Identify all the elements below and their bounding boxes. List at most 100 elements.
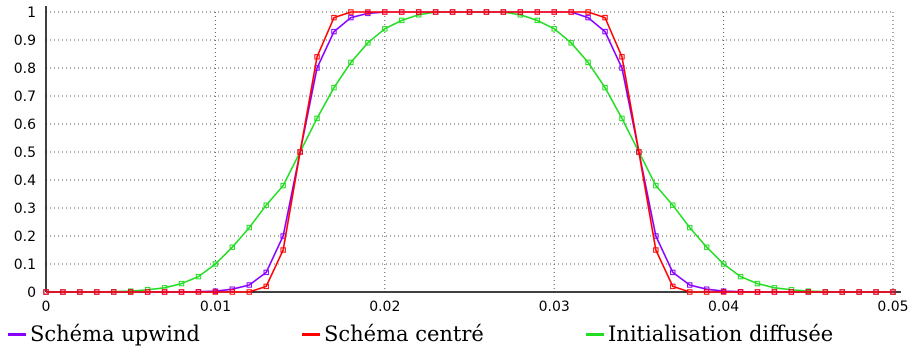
data-point-schema-centre — [822, 289, 828, 295]
data-point-schema-centre — [365, 9, 371, 15]
data-point-initialisation-diffusee — [619, 115, 625, 122]
legend-item-centre: Schéma centré — [302, 322, 484, 346]
data-point-schema-centre — [551, 9, 557, 15]
data-point-schema-centre — [212, 289, 219, 295]
data-point-schema-centre — [720, 289, 727, 295]
data-point-schema-centre — [585, 9, 591, 15]
data-point-initialisation-diffusee — [551, 26, 557, 32]
data-point-schema-centre — [415, 9, 422, 15]
series-line-schema-centre — [46, 11, 893, 293]
series-line-initialisation-diffusee — [46, 11, 893, 293]
data-point-initialisation-diffusee — [720, 261, 727, 267]
data-point-initialisation-diffusee — [178, 280, 185, 287]
y-tick-label: 0 — [27, 285, 36, 301]
data-point-schema-centre — [517, 9, 524, 15]
data-point-schema-centre — [399, 9, 405, 15]
data-point-schema-centre — [128, 289, 134, 295]
data-point-schema-centre — [568, 9, 574, 15]
data-point-schema-centre — [382, 9, 388, 15]
data-point-schema-centre — [449, 9, 456, 15]
data-point-initialisation-diffusee — [703, 244, 710, 250]
data-point-initialisation-diffusee — [754, 280, 761, 287]
data-point-schema-centre — [805, 289, 811, 295]
data-point-schema-centre — [348, 9, 354, 15]
data-point-schema-centre — [873, 289, 879, 295]
data-point-schema-centre — [144, 289, 151, 295]
plot-area: 0 0.01 0.02 0.03 0.04 0.05 0 0.1 0.2 0.3 0.4 0.5 0.6… — [14, 5, 909, 315]
data-point-schema-centre — [195, 289, 202, 295]
data-point-schema-centre — [687, 289, 693, 295]
y-tick-label: 1 — [27, 5, 36, 21]
y-tick-label: 0.4 — [14, 173, 36, 189]
data-point-schema-upwind — [670, 269, 676, 276]
data-point-schema-centre — [314, 54, 320, 60]
data-point-schema-centre — [653, 247, 659, 253]
data-point-schema-centre — [60, 289, 66, 295]
data-point-schema-upwind — [602, 28, 608, 35]
x-tick-label: 0 — [42, 299, 51, 315]
y-tick-label: 0.8 — [14, 61, 36, 77]
data-point-schema-centre — [619, 54, 625, 60]
data-point-initialisation-diffusee — [568, 40, 574, 46]
y-tick-label: 0.7 — [14, 89, 36, 105]
legend-label-upwind: Schéma upwind — [30, 322, 200, 346]
data-point-schema-centre — [754, 289, 761, 295]
data-point-schema-centre — [890, 289, 896, 295]
legend-swatch-upwind — [8, 332, 26, 336]
x-tick-label: 0.04 — [708, 299, 739, 315]
data-point-initialisation-diffusee — [382, 26, 388, 32]
data-point-schema-upwind — [348, 14, 354, 21]
data-point-schema-centre — [297, 149, 303, 155]
data-point-schema-centre — [636, 149, 642, 155]
data-point-initialisation-diffusee — [212, 261, 219, 267]
data-point-initialisation-diffusee — [399, 17, 405, 24]
data-point-initialisation-diffusee — [246, 224, 252, 231]
legend-label-diffusee: Initialisation diffusée — [608, 322, 834, 346]
x-tick-label: 0.05 — [877, 299, 908, 315]
data-point-schema-centre — [500, 9, 507, 15]
data-point-schema-centre — [703, 289, 710, 295]
y-tick-label: 0.2 — [14, 229, 36, 245]
data-point-schema-centre — [466, 9, 473, 15]
data-point-schema-centre — [602, 14, 608, 21]
data-point-initialisation-diffusee — [348, 59, 354, 66]
data-point-schema-centre — [178, 289, 185, 295]
x-tick-label: 0.03 — [539, 299, 570, 315]
data-point-schema-centre — [670, 283, 676, 290]
legend-swatch-centre — [302, 332, 320, 336]
data-point-schema-centre — [246, 289, 252, 295]
data-point-schema-centre — [483, 9, 490, 15]
data-point-schema-upwind — [246, 282, 252, 288]
data-point-initialisation-diffusee — [737, 273, 744, 280]
data-point-schema-centre — [263, 283, 269, 290]
data-point-schema-centre — [161, 289, 168, 295]
y-tick-label: 0.5 — [14, 145, 36, 161]
data-point-schema-centre — [737, 289, 744, 295]
data-point-schema-centre — [229, 289, 236, 295]
data-point-initialisation-diffusee — [195, 273, 202, 280]
data-point-schema-centre — [94, 289, 100, 295]
data-point-initialisation-diffusee — [229, 244, 236, 250]
data-point-initialisation-diffusee — [602, 84, 608, 91]
y-tick-label: 0.3 — [14, 201, 36, 217]
data-point-initialisation-diffusee — [263, 202, 269, 208]
legend-label-centre: Schéma centré — [324, 322, 484, 346]
data-point-schema-centre — [331, 14, 337, 21]
data-point-schema-upwind — [687, 282, 693, 288]
data-point-schema-centre — [77, 289, 83, 295]
data-point-initialisation-diffusee — [331, 84, 337, 91]
data-point-initialisation-diffusee — [365, 40, 371, 46]
x-tick-label: 0.02 — [369, 299, 400, 315]
legend-swatch-diffusee — [586, 332, 604, 336]
legend: Schéma upwind Schéma centré Initialisati… — [0, 318, 921, 358]
legend-item-diffusee: Initialisation diffusée — [586, 322, 833, 346]
legend-item-upwind: Schéma upwind — [8, 322, 200, 346]
data-point-schema-centre — [111, 289, 117, 295]
data-point-initialisation-diffusee — [534, 17, 540, 24]
data-point-initialisation-diffusee — [585, 59, 591, 66]
y-tick-label: 0.6 — [14, 117, 36, 133]
data-point-schema-centre — [280, 247, 286, 253]
data-point-initialisation-diffusee — [687, 224, 693, 231]
data-point-initialisation-diffusee — [653, 182, 659, 189]
